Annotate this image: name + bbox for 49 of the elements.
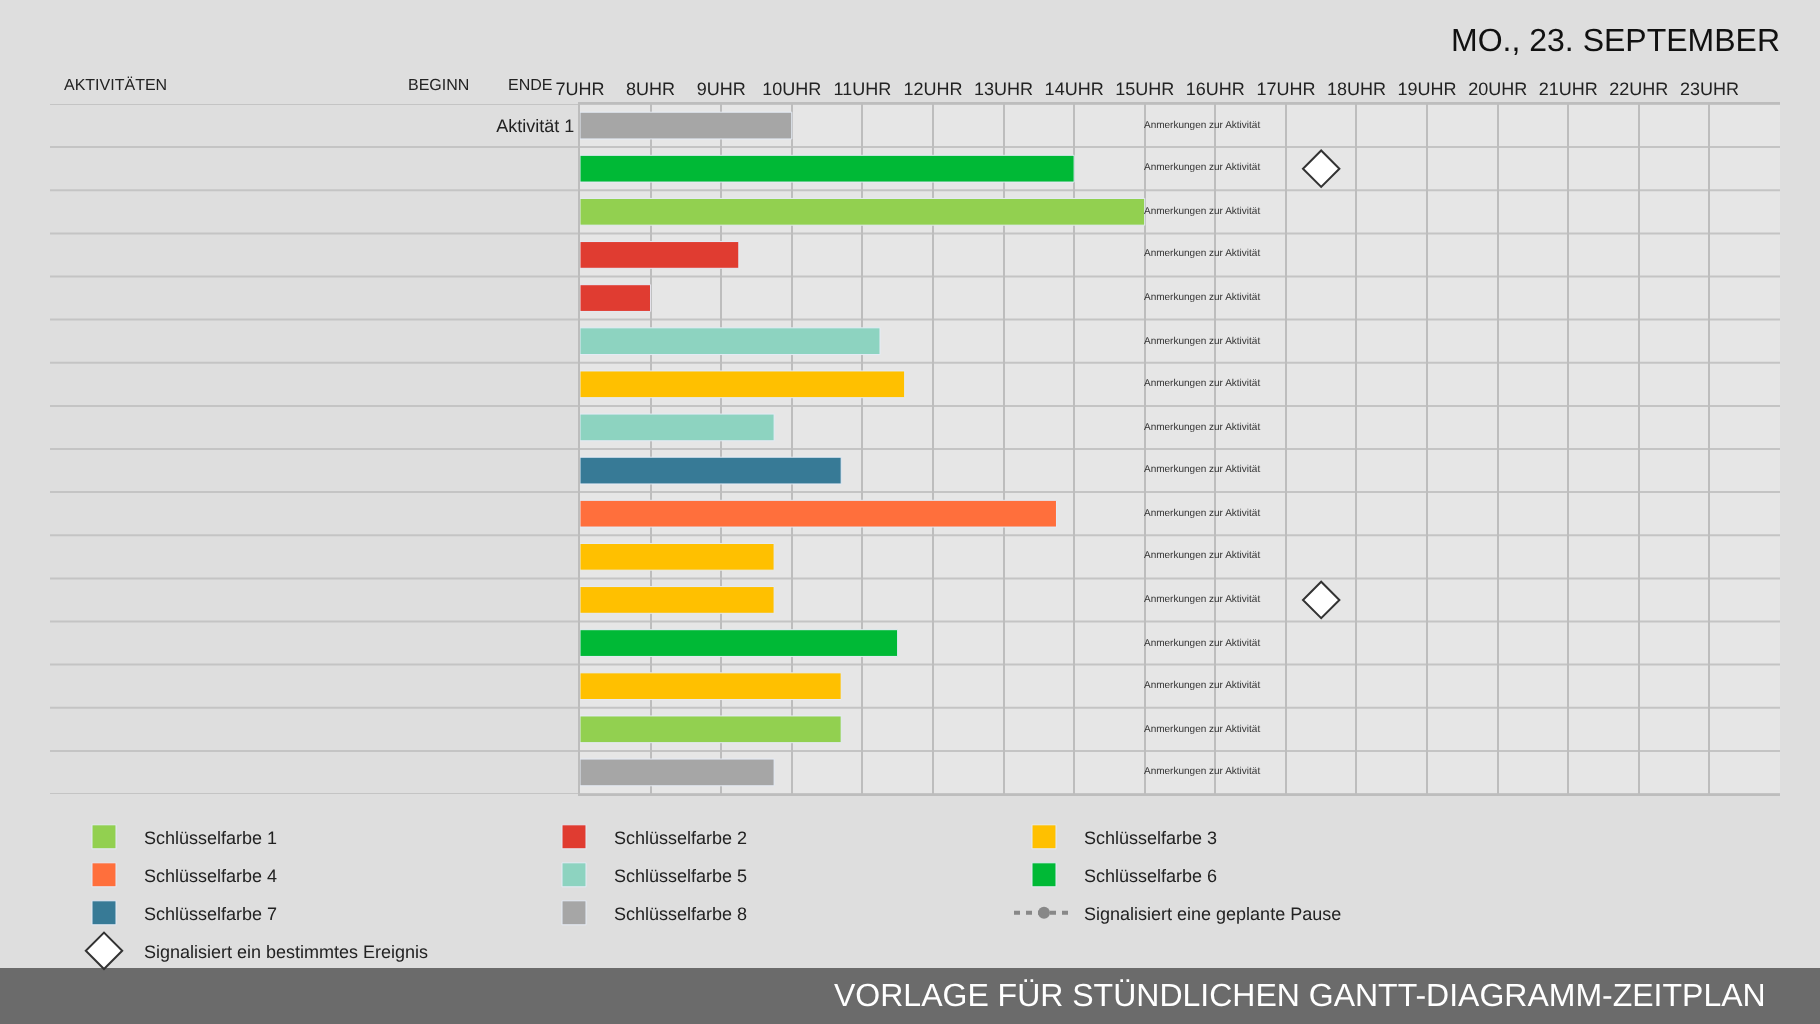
bar [580,758,775,787]
legend-label: Schlüsselfarbe 1 [144,827,278,848]
text: BEGINN [408,76,470,94]
legend-label: Schlüsselfarbe 4 [144,865,278,886]
bar [580,413,775,442]
legend-label: Schlüsselfarbe 5 [614,865,748,886]
bar [580,586,775,614]
bar [580,370,906,399]
x-tick-label: 15UHR [1115,78,1176,99]
x-tick-label: 8UHR [626,78,677,99]
x-tick-label: 9UHR [696,78,747,99]
bar [580,284,652,312]
legend-label: Schlüsselfarbe 7 [144,903,278,924]
bar [580,629,899,657]
legend-label: Schlüsselfarbe 6 [1084,865,1218,886]
bar [580,499,1057,528]
legend-label: Schlüsselfarbe 2 [614,827,748,848]
x-tick-label: 12UHR [903,78,964,99]
legend-label: Signalisiert ein bestimmtes Ereignis [144,941,430,962]
text: ENDE [508,76,553,94]
bar [580,241,740,269]
bar [580,672,842,701]
x-tick-label: 14UHR [1044,78,1105,99]
legend-label: Schlüsselfarbe 8 [614,903,748,924]
x-tick-label: 11UHR [833,78,893,99]
x-tick-label: 17UHR [1256,78,1317,99]
legend-label: Signalisiert eine geplante Pause [1084,903,1342,924]
x-tick-label: 20UHR [1468,78,1529,99]
x-tick-label: 22UHR [1609,78,1670,99]
bar [580,154,1075,183]
x-tick-label: 10UHR [762,78,823,99]
x-tick-label: 21UHR [1538,78,1599,99]
x-tick-label: 19UHR [1397,78,1458,99]
text: VORLAGE FÜR STÜNDLICHEN GANTT-DIAGRAMM-ZEITPLAN [834,978,1766,1014]
text: AKTIVITÄTEN [64,76,168,94]
bar [580,111,793,140]
chart-title: MO., 23. SEPTEMBER [1451,25,1780,60]
legend-label: Schlüsselfarbe 3 [1084,827,1218,848]
y-tick-label: Aktivität 1 [496,115,575,136]
x-tick-label: 7UHR [555,78,606,99]
bar [580,715,842,744]
bar [580,542,775,571]
x-tick-label: 16UHR [1185,78,1246,99]
x-tick-label: 23UHR [1679,78,1740,99]
bar [580,197,1146,226]
bar [580,456,842,485]
x-tick-label: 13UHR [974,78,1035,99]
bar [580,327,881,356]
x-tick-label: 18UHR [1326,78,1387,99]
